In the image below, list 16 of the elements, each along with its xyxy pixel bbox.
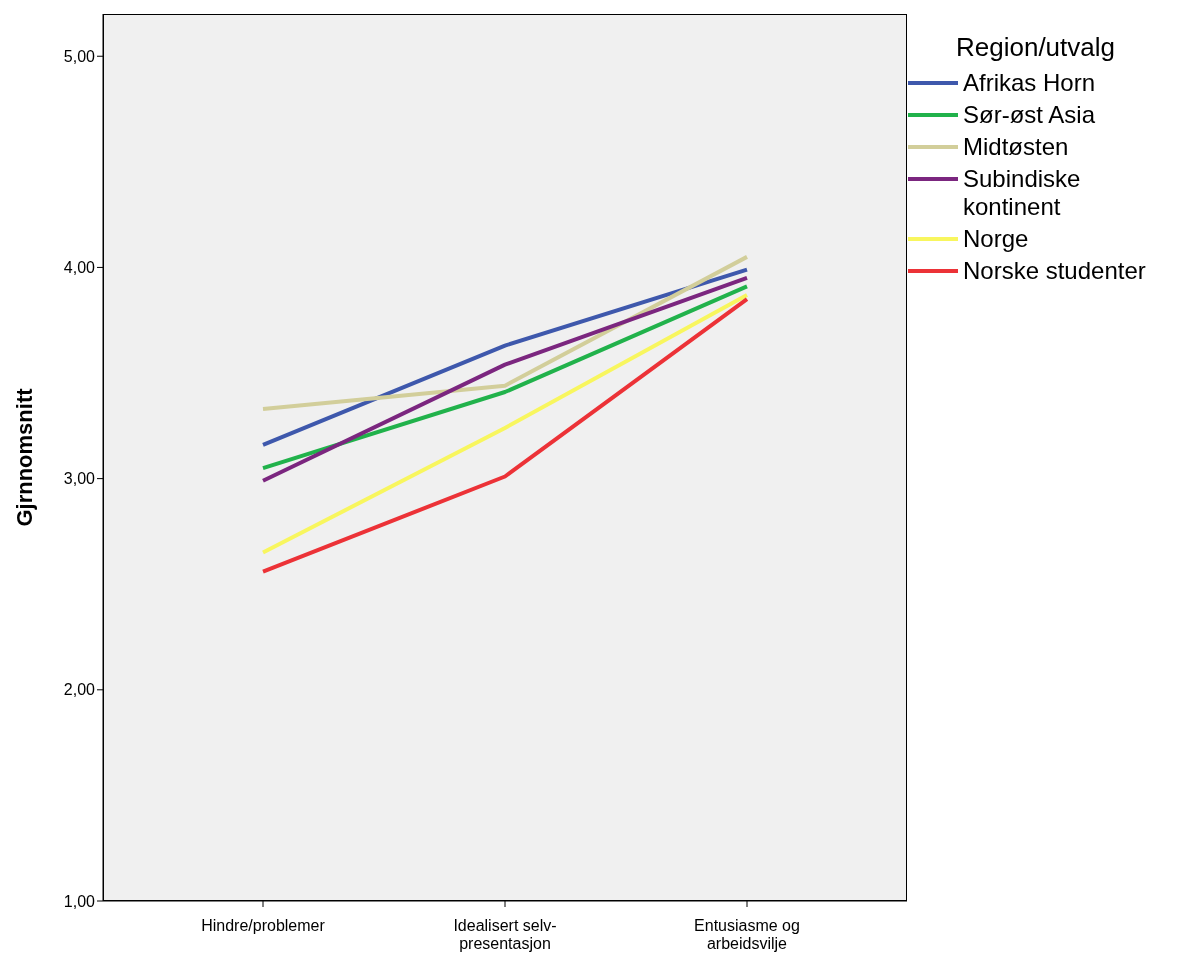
y-tick-label: 4,00 — [63, 259, 96, 277]
legend-label: Norge — [963, 225, 1030, 253]
legend-label: Sør-øst Asia — [963, 101, 1096, 129]
y-tick-label: 1,00 — [63, 892, 96, 910]
x-tick-label: Hindre/problemer — [201, 917, 326, 934]
legend-label: Norske studenter — [963, 257, 1147, 285]
legend-label: Subindiske kontinent — [963, 165, 1082, 221]
legend-label: Afrikas Horn — [963, 69, 1097, 97]
x-tick-label: Idealisert selv-presentasjon — [453, 917, 557, 952]
y-tick-label: 5,00 — [63, 47, 96, 65]
legend-label: Midtøsten — [963, 133, 1070, 161]
y-tick-label: 2,00 — [63, 681, 96, 699]
y-tick-label: 3,00 — [63, 470, 96, 488]
legend-title: Region/utvalg — [956, 32, 1116, 63]
y-axis-title: Gjrnnomsnitt — [11, 387, 37, 527]
x-tick-label: Entusiasme og arbeidsvilje — [694, 917, 800, 952]
